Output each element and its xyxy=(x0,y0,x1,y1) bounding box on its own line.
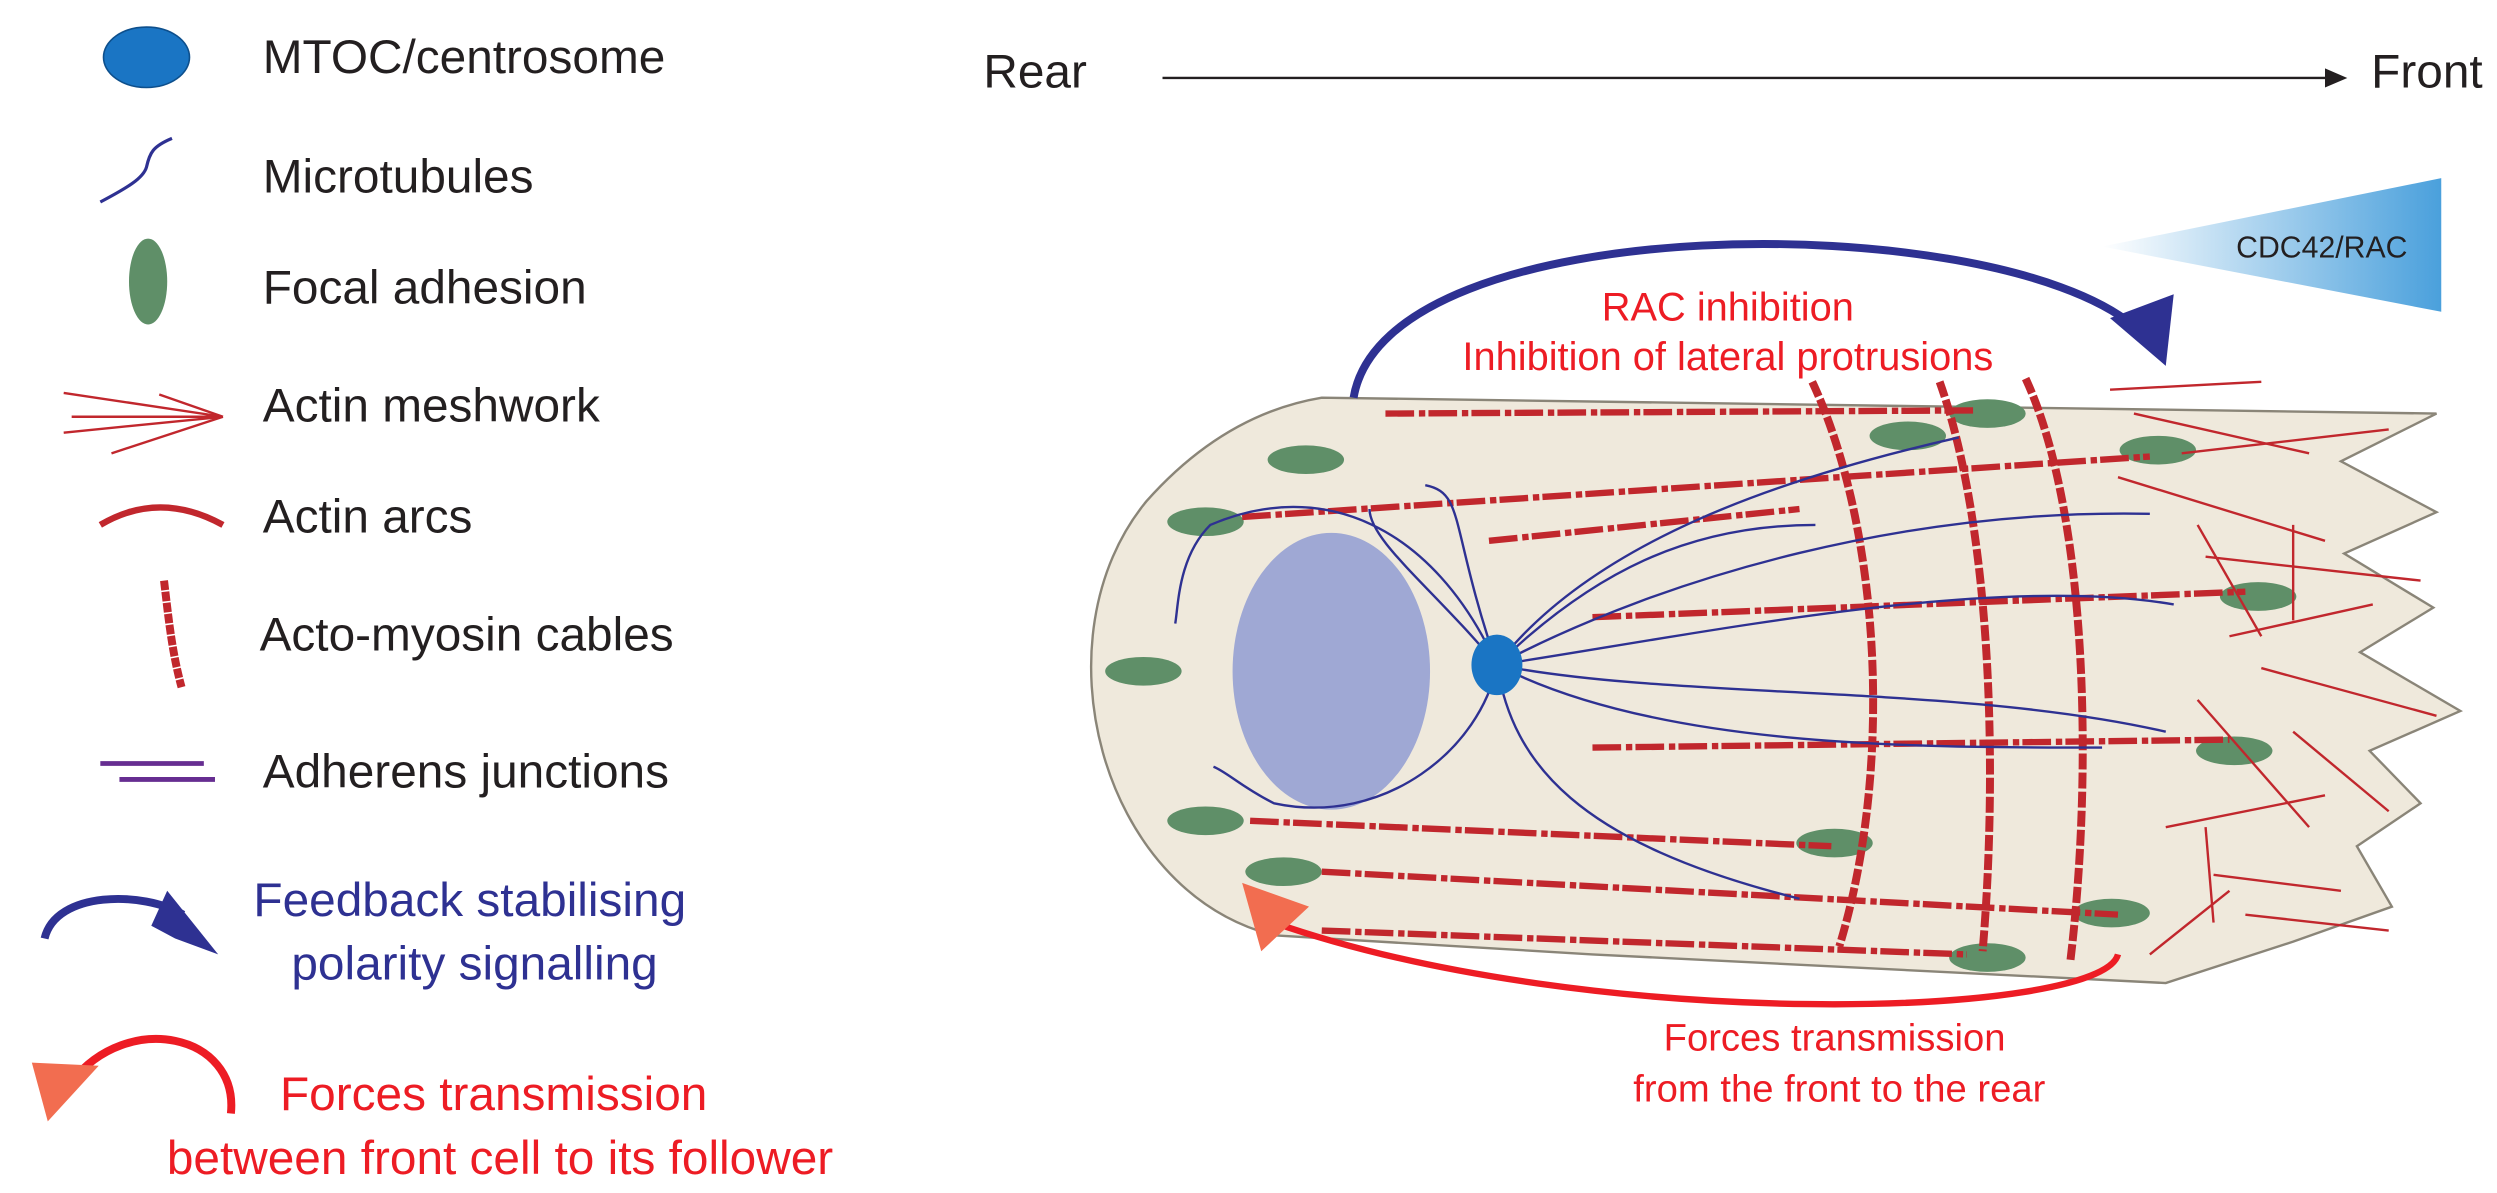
microtubule-icon xyxy=(100,138,172,202)
legend-label: between front cell to its follower xyxy=(167,1132,833,1185)
legend-label: Actin meshwork xyxy=(263,379,600,432)
focal-adhesion xyxy=(2120,436,2196,465)
annotation: Forces transmission xyxy=(1664,1016,2006,1059)
axis-label: Rear xyxy=(983,45,1087,98)
adhesion-icon xyxy=(129,239,167,325)
meshwork-icon xyxy=(64,393,223,417)
focal-adhesion xyxy=(1870,422,1946,451)
focal-adhesion xyxy=(1105,657,1181,686)
legend-label: Feedback stabilising xyxy=(253,874,686,927)
actin-meshwork xyxy=(2110,382,2261,390)
forces-icon xyxy=(72,1039,232,1113)
feedback-head xyxy=(151,891,218,955)
forces-head xyxy=(32,1063,99,1122)
annotation: from the front to the rear xyxy=(1633,1067,2045,1110)
diagram: MTOC/centrosome Microtubules Focal adhes… xyxy=(0,0,2497,1193)
focal-adhesion xyxy=(1167,806,1243,835)
meshwork-icon xyxy=(159,394,223,416)
legend-label: MTOC/centrosome xyxy=(263,31,666,84)
legend-label: Actin arcs xyxy=(263,491,473,544)
focal-adhesion xyxy=(2220,582,2296,611)
focal-adhesion xyxy=(1268,445,1344,474)
arc-icon xyxy=(100,507,223,524)
legend-label: Microtubules xyxy=(263,150,534,203)
mtoc-icon xyxy=(104,27,190,87)
focal-adhesion xyxy=(1245,857,1321,886)
annotation: Inhibition of lateral protrusions xyxy=(1462,335,1993,379)
feedback-arrow-head xyxy=(2110,294,2174,366)
cable-icon xyxy=(164,581,182,688)
legend-label: Adherens junctions xyxy=(263,745,669,798)
legend-label: polarity signalling xyxy=(291,938,657,991)
actin-cable xyxy=(1385,410,1974,413)
legend-label: Forces transmission xyxy=(280,1068,707,1121)
mtoc xyxy=(1471,635,1522,695)
focal-adhesion xyxy=(1949,943,2025,972)
legend-label: Focal adhesion xyxy=(263,262,587,315)
legend-label: Acto-myosin cables xyxy=(260,608,674,661)
gradient-label: CDC42/RAC xyxy=(2236,232,2407,265)
axis-label: Front xyxy=(2371,45,2482,98)
annotation: RAC inhibition xyxy=(1602,286,1854,330)
axis-head xyxy=(2325,68,2347,87)
nucleus xyxy=(1233,533,1430,810)
